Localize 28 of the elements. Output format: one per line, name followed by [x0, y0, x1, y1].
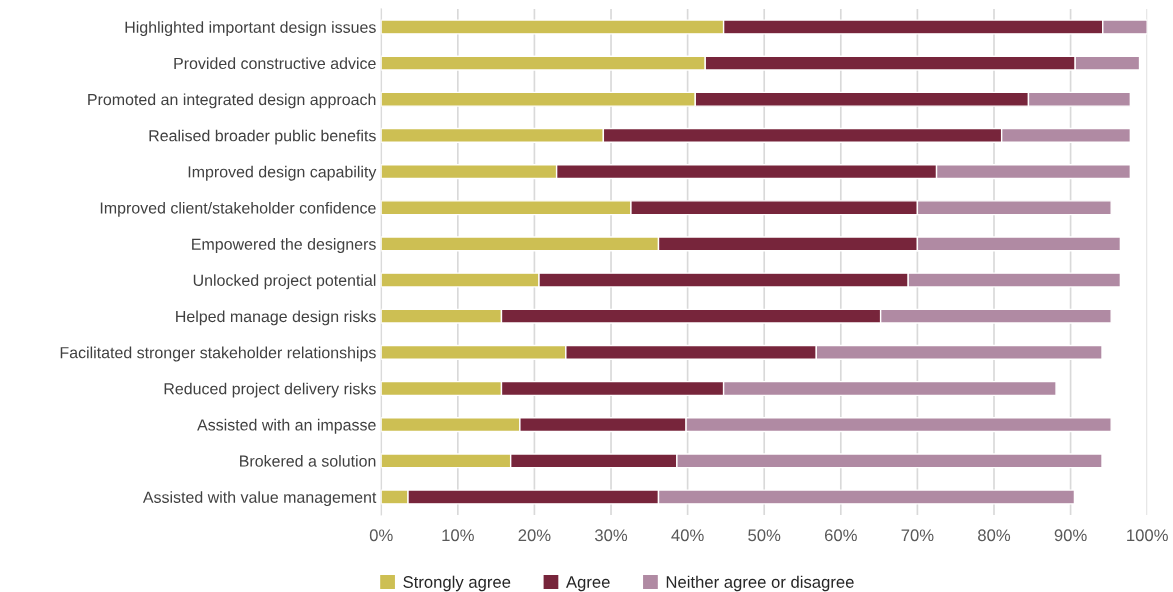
y-tick-label: Reduced project delivery risks	[164, 382, 376, 398]
x-tick-label: 100%	[1127, 529, 1168, 542]
x-tick-label: 40%	[671, 529, 704, 542]
y-tick-label: Empowered the designers	[192, 238, 376, 253]
y-tick-label: Helped manage design risks	[176, 310, 376, 326]
y-tick-label: Highlighted important design issues	[125, 21, 376, 37]
x-tick-label: 10%	[442, 529, 474, 542]
x-tick-label: 50%	[748, 529, 781, 542]
y-tick-label: Promoted an integrated design approach	[88, 93, 376, 109]
x-tick-label: 80%	[978, 529, 1011, 542]
y-tick-label: Assisted with an impasse	[197, 418, 376, 434]
y-tick-label: Provided constructive advice	[174, 57, 376, 70]
y-tick-label: Improved client/stakeholder confidence	[100, 201, 376, 217]
y-tick-label: Brokered a solution	[240, 455, 376, 467]
x-tick-label: 60%	[824, 529, 857, 542]
x-tick-label: 30%	[594, 529, 628, 542]
x-tick-label: 0%	[369, 529, 393, 542]
y-tick-label: Improved design capability	[188, 165, 377, 181]
y-tick-label: Facilitated stronger stakeholder relationships	[60, 346, 376, 362]
x-tick-label: 70%	[901, 529, 934, 542]
legend-label: Strongly agree	[403, 575, 511, 592]
y-tick-label: Realised broader public benefits	[149, 129, 376, 145]
x-tick-label: 90%	[1054, 529, 1087, 542]
y-tick-label: Unlocked project potential	[193, 274, 376, 290]
legend-label: Neither agree or disagree	[666, 575, 854, 592]
y-tick-label: Assisted with value management	[142, 491, 377, 507]
legend-label: Agree	[566, 576, 610, 592]
x-tick-label: 20%	[518, 529, 551, 542]
